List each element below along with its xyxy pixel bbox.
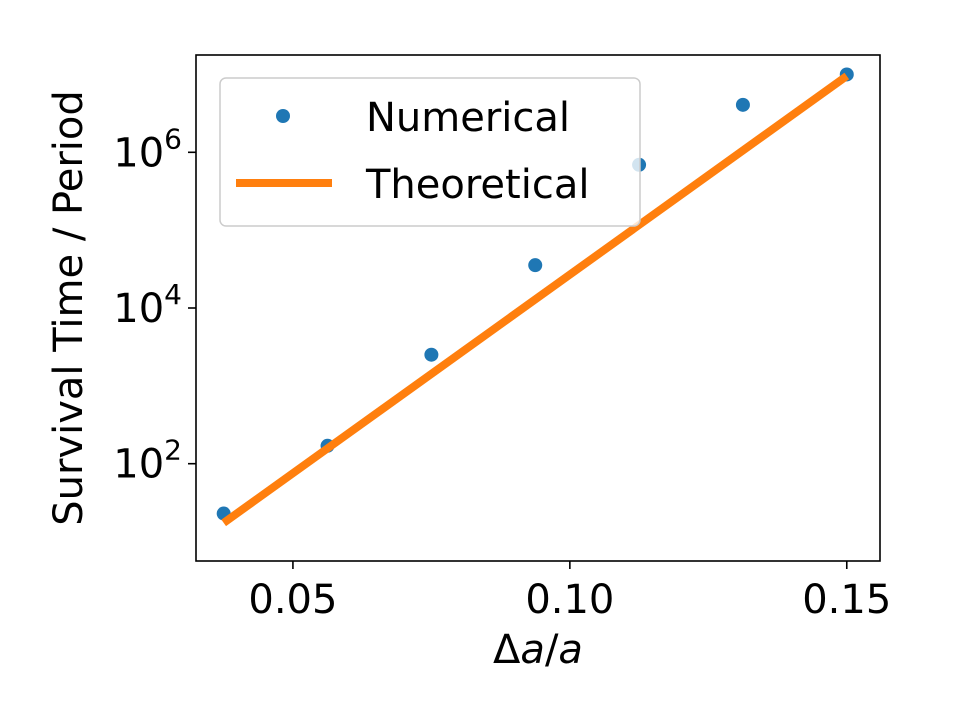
y-axis: 102 104 106: [113, 122, 196, 488]
data-point-numerical: [528, 258, 543, 273]
x-tick-label: 0.05: [248, 577, 337, 623]
x-axis-label-a2: a: [558, 627, 583, 673]
series-layer: [216, 67, 854, 527]
x-tick-label: 0.10: [525, 577, 614, 623]
legend-label-theoretical: Theoretical: [365, 162, 589, 208]
legend-box: [219, 77, 641, 227]
series-line-theoretical: [221, 72, 850, 527]
y-tick-label: 106: [113, 122, 182, 176]
x-axis-label: Δa/a: [493, 627, 583, 673]
y-tick-label: 102: [113, 434, 182, 488]
data-point-numerical: [424, 347, 439, 362]
legend: Numerical Theoretical: [219, 77, 641, 227]
legend-label-numerical: Numerical: [366, 95, 570, 141]
x-axis-label-slash: /: [545, 627, 559, 673]
x-axis-label-a1: a: [520, 627, 545, 673]
y-tick-label: 104: [113, 278, 182, 332]
x-axis-label-delta: Δ: [493, 627, 521, 673]
x-axis: 0.05 0.10 0.15: [248, 561, 891, 623]
x-tick-label: 0.15: [802, 577, 891, 623]
legend-marker-numerical: [276, 109, 290, 123]
data-point-numerical: [735, 97, 750, 112]
y-axis-label: Survival Time / Period: [46, 90, 92, 526]
